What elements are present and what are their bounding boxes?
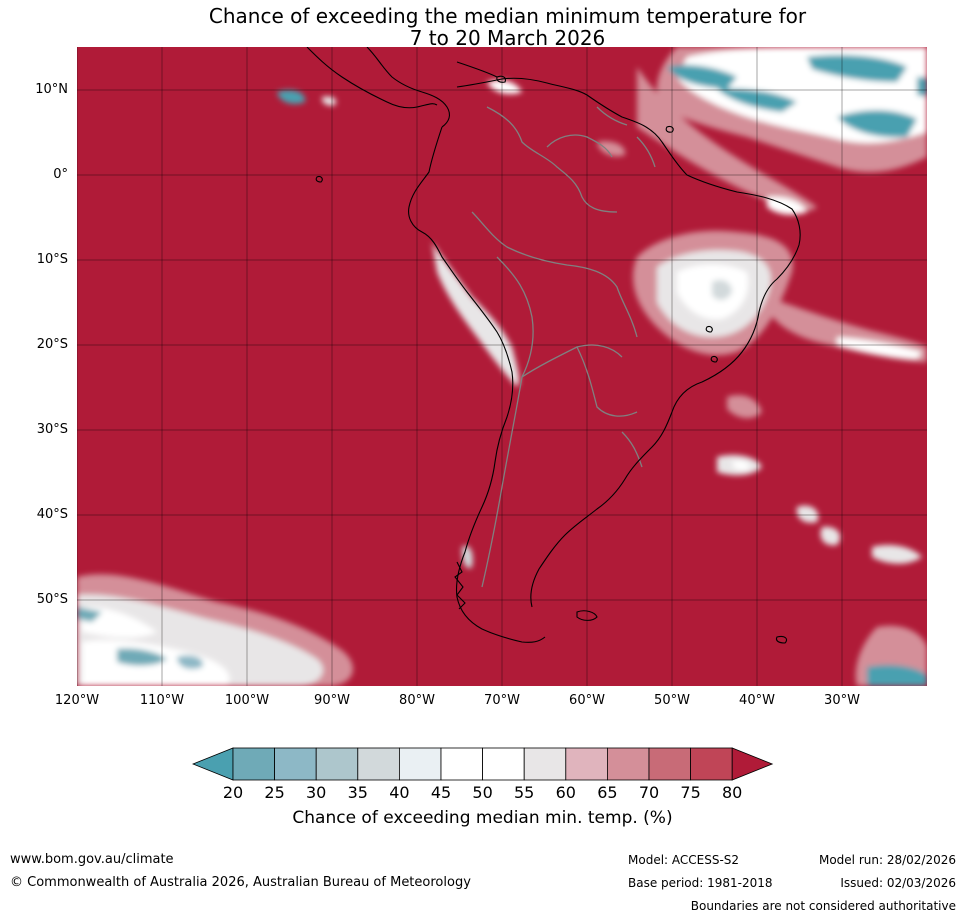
colorbar-segment (398, 747, 442, 781)
colorbar-segment (440, 747, 483, 781)
model-run-text: Model run: 28/02/2026 (818, 853, 956, 867)
colorbar-tick-label: 65 (597, 783, 618, 802)
colorbar-tick-label: 55 (514, 783, 535, 802)
colorbar-extend-high (731, 747, 774, 781)
colorbar-tick-label: 20 (222, 783, 244, 802)
lon-tick-30w: 30°W (824, 693, 860, 708)
map-panel (77, 47, 927, 686)
lat-tick-50s: 50°S (36, 592, 68, 607)
lat-tick-10n: 10°N (35, 82, 68, 97)
colorbar-tick-label: 70 (638, 783, 660, 802)
colorbar-label: Chance of exceeding median min. temp. (%… (292, 808, 673, 828)
colorbar-segment (357, 747, 400, 781)
lon-tick-110w: 110°W (139, 693, 185, 708)
colorbar-tick-label: 40 (389, 783, 410, 802)
lon-tick-100w: 100°W (224, 693, 270, 708)
low-probability-regions (77, 47, 927, 686)
colorbar (191, 747, 774, 785)
colorbar-scale (191, 747, 774, 781)
base-period-text: Base period: 1981-2018 (628, 876, 773, 890)
lon-tick-40w: 40°W (739, 693, 775, 708)
title-line-1: Chance of exceeding the median minimum t… (208, 4, 807, 28)
lon-tick-120w: 120°W (54, 693, 100, 708)
website-link[interactable]: www.bom.gov.au/climate (10, 852, 174, 867)
lat-tick-40s: 40°S (36, 507, 68, 522)
colorbar-tick-label: 25 (264, 783, 285, 802)
lon-tick-80w: 80°W (399, 693, 435, 708)
colorbar-tick-label: 35 (347, 783, 368, 802)
model-text: Model: ACCESS-S2 (628, 853, 740, 867)
colorbar-segment (523, 747, 567, 781)
lat-tick-10s: 10°S (36, 252, 68, 267)
lat-tick-20s: 20°S (36, 337, 68, 352)
map-title: Chance of exceeding the median minimum t… (0, 5, 965, 49)
colorbar-extend-low (191, 747, 234, 781)
colorbar-segment (232, 747, 275, 781)
lon-tick-70w: 70°W (484, 693, 520, 708)
disclaimer-text: Boundaries are not considered authoritat… (690, 899, 956, 913)
colorbar-segment (482, 747, 525, 781)
issued-text: Issued: 02/03/2026 (840, 876, 956, 890)
coastlines (306, 47, 801, 644)
colorbar-tick-label: 50 (472, 783, 493, 802)
lat-tick-0: 0° (53, 167, 68, 182)
colorbar-segment (606, 747, 650, 781)
title-line-2: 7 to 20 March 2026 (409, 26, 606, 50)
colorbar-tick-label: 60 (555, 783, 576, 802)
colorbar-tick-label: 75 (680, 783, 701, 802)
lat-tick-30s: 30°S (36, 422, 68, 437)
colorbar-tick-label: 30 (306, 783, 327, 802)
country-borders (471, 106, 656, 588)
copyright-text: © Commonwealth of Australia 2026, Austra… (10, 875, 471, 890)
colorbar-segment (315, 747, 359, 781)
lon-tick-90w: 90°W (314, 693, 350, 708)
colorbar-segment (565, 747, 608, 781)
lon-tick-50w: 50°W (654, 693, 690, 708)
lon-tick-60w: 60°W (569, 693, 605, 708)
colorbar-tick-label: 45 (430, 783, 452, 802)
colorbar-segment (648, 747, 691, 781)
colorbar-segment (690, 747, 733, 781)
probability-map (77, 47, 927, 686)
colorbar-segment (274, 747, 317, 781)
colorbar-tick-label: 80 (722, 783, 743, 802)
